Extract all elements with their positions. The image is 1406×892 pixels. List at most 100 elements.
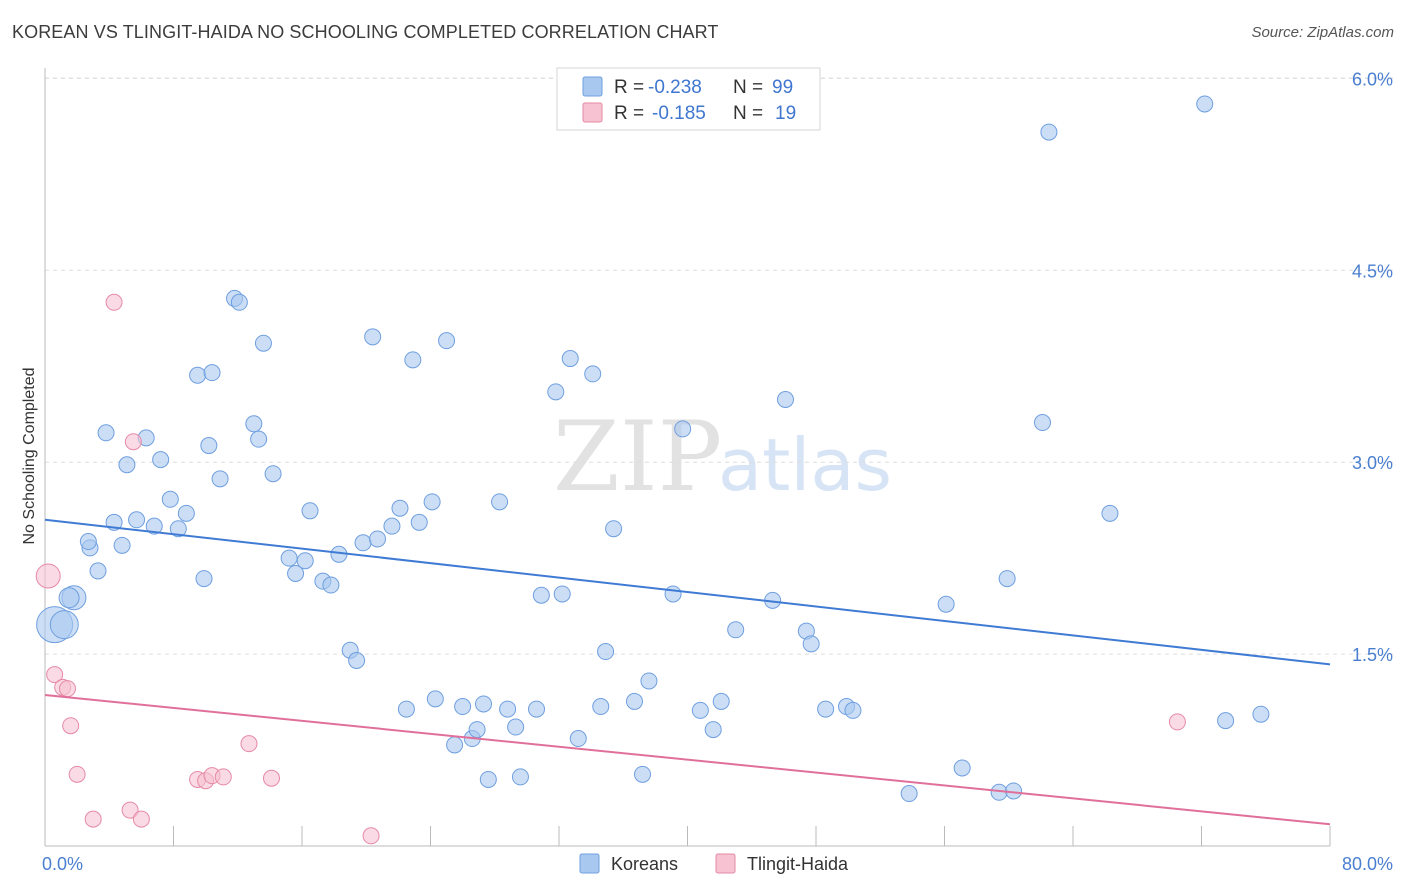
chart-title: KOREAN VS TLINGIT-HAIDA NO SCHOOLING COM… <box>12 22 719 42</box>
point-tlingit-haida-17 <box>362 827 380 845</box>
watermark: ZIP atlas <box>553 401 892 513</box>
y-tick-labels: 1.5% 3.0% 4.5% 6.0% <box>1352 69 1393 665</box>
point-koreans-59 <box>528 700 546 718</box>
y-axis-label: No Schooling Completed <box>21 368 38 545</box>
point-koreans-92 <box>1040 123 1058 141</box>
point-koreans-34 <box>322 576 340 594</box>
point-koreans-20 <box>195 570 213 588</box>
point-tlingit-haida-5 <box>68 765 86 783</box>
point-koreans-53 <box>475 695 493 713</box>
series-legend-swatch-koreans <box>579 853 600 874</box>
series-legend-label-koreans: Koreans <box>611 854 678 874</box>
point-koreans-63 <box>561 350 579 368</box>
point-koreans-94 <box>1196 95 1214 113</box>
point-tlingit-haida-1 <box>46 666 64 684</box>
source-label: Source: ZipAtlas.com <box>1251 24 1394 41</box>
point-koreans-75 <box>704 721 722 739</box>
point-koreans-28 <box>264 465 282 483</box>
point-koreans-50 <box>454 698 472 716</box>
axes <box>44 68 1331 847</box>
point-koreans-64 <box>569 730 587 748</box>
point-tlingit-haida-3 <box>58 680 76 698</box>
point-koreans-25 <box>245 415 263 433</box>
gridlines <box>45 77 1395 655</box>
legend-swatch-koreans <box>582 76 603 97</box>
point-koreans-91 <box>1033 414 1051 432</box>
point-koreans-87 <box>953 759 971 777</box>
data-points <box>35 95 1270 845</box>
legend-r-value-tlingit-haida: -0.185 <box>652 103 706 124</box>
legend-r-label-koreans: R = <box>614 77 644 98</box>
y-tick-label-2: 4.5% <box>1352 261 1393 281</box>
point-koreans-10 <box>118 456 136 474</box>
point-koreans-5 <box>79 533 97 551</box>
point-koreans-31 <box>296 552 314 570</box>
point-tlingit-haida-9 <box>124 433 142 451</box>
stats-legend: R = -0.238 N = 99 R = -0.185 N = 19 <box>556 67 821 131</box>
point-koreans-89 <box>998 570 1016 588</box>
point-koreans-76 <box>712 692 730 710</box>
point-koreans-48 <box>438 332 456 350</box>
point-koreans-66 <box>592 698 610 716</box>
point-koreans-71 <box>640 672 658 690</box>
point-koreans-54 <box>479 770 497 788</box>
legend-n-label-koreans: N = <box>733 77 763 98</box>
legend-n-value-tlingit-haida: 19 <box>775 103 796 124</box>
point-koreans-40 <box>368 530 386 548</box>
point-koreans-95 <box>1217 712 1235 730</box>
y-tick-label-3: 6.0% <box>1352 69 1393 89</box>
point-koreans-72 <box>664 585 682 603</box>
point-koreans-93 <box>1101 504 1119 522</box>
point-tlingit-haida-4 <box>62 717 80 735</box>
point-koreans-30 <box>287 564 305 582</box>
point-koreans-38 <box>354 534 372 552</box>
point-koreans-45 <box>410 513 428 531</box>
point-koreans-58 <box>511 768 529 786</box>
point-koreans-6 <box>89 562 107 580</box>
point-tlingit-haida-10 <box>132 810 150 828</box>
point-koreans-57 <box>507 718 525 736</box>
x-tick-labels: 0.0% 80.0% <box>42 854 1393 874</box>
point-tlingit-haida-7 <box>105 293 123 311</box>
watermark-zip: ZIP <box>553 401 722 513</box>
trend-line-tlingit-haida <box>44 694 1331 826</box>
series-legend-swatch-tlingit-haida <box>715 853 736 874</box>
point-koreans-86 <box>937 595 955 613</box>
point-koreans-39 <box>364 328 382 346</box>
point-koreans-84 <box>844 701 862 719</box>
point-koreans-37 <box>348 651 366 669</box>
point-koreans-14 <box>152 451 170 469</box>
point-koreans-44 <box>404 351 422 369</box>
point-koreans-22 <box>211 470 229 488</box>
point-koreans-85 <box>900 785 918 803</box>
point-koreans-46 <box>423 493 441 511</box>
point-koreans-26 <box>250 430 268 448</box>
point-koreans-3 <box>58 587 80 609</box>
x-tick-label-0: 0.0% <box>42 854 83 874</box>
point-koreans-49 <box>446 736 464 754</box>
point-koreans-65 <box>584 365 602 383</box>
point-koreans-17 <box>177 504 195 522</box>
series-legend-label-tlingit-haida: Tlingit-Haida <box>747 854 849 874</box>
point-koreans-32 <box>301 502 319 520</box>
point-koreans-47 <box>426 690 444 708</box>
legend-r-value-koreans: -0.238 <box>648 77 702 98</box>
point-koreans-56 <box>499 700 517 718</box>
y-tick-label-0: 1.5% <box>1352 645 1393 665</box>
point-koreans-68 <box>605 520 623 538</box>
point-koreans-60 <box>532 586 550 604</box>
trend-lines <box>44 518 1331 826</box>
legend-n-value-koreans: 99 <box>772 77 793 98</box>
x-tick-label-1: 80.0% <box>1342 854 1393 874</box>
series-legend: Koreans Tlingit-Haida <box>579 853 849 874</box>
point-koreans-69 <box>625 692 643 710</box>
point-koreans-21 <box>203 364 221 382</box>
point-tlingit-haida-14 <box>214 768 232 786</box>
point-koreans-11 <box>128 511 146 529</box>
trend-line-koreans <box>44 518 1331 666</box>
point-koreans-82 <box>817 700 835 718</box>
point-koreans-41 <box>383 517 401 535</box>
point-koreans-55 <box>491 493 509 511</box>
point-koreans-24 <box>230 293 248 311</box>
